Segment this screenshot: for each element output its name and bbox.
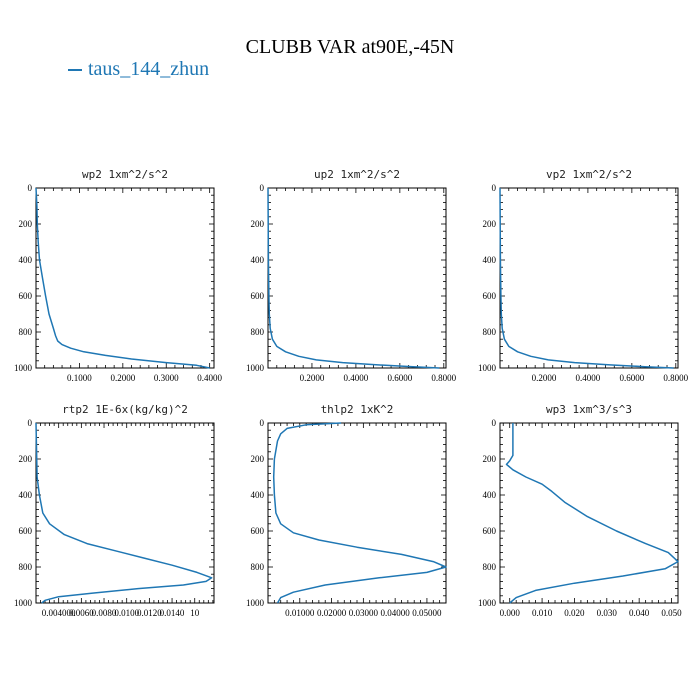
y-tick-label: 600 (483, 526, 497, 536)
x-tick-label: 0.4000 (197, 373, 222, 383)
y-tick-label: 0 (492, 418, 497, 428)
y-tick-label: 600 (19, 291, 33, 301)
series-line (35, 187, 210, 369)
y-tick-label: 0 (260, 183, 265, 193)
x-tick-label: 0.0120 (137, 608, 162, 618)
y-tick-label: 1000 (246, 363, 265, 373)
series-line (505, 423, 679, 604)
x-tick-label: 0.4000 (344, 373, 369, 383)
y-tick-label: 600 (251, 291, 265, 301)
x-tick-label: 0.000 (500, 608, 521, 618)
y-tick-label: 400 (483, 490, 497, 500)
series-line (35, 422, 213, 604)
x-tick-label: 0.8000 (431, 373, 456, 383)
plot-frame (499, 187, 679, 369)
y-tick-label: 200 (19, 219, 33, 229)
y-tick-label: 200 (251, 454, 265, 464)
y-tick-label: 600 (251, 526, 265, 536)
plot-frame (499, 422, 679, 604)
series-line (272, 422, 447, 604)
subplot-title: thlp2 1xK^2 (321, 403, 394, 416)
y-tick-label: 400 (251, 255, 265, 265)
y-tick-label: 400 (251, 490, 265, 500)
x-tick-label: 0.0140 (160, 608, 185, 618)
y-tick-label: 800 (483, 327, 497, 337)
subplot-title: wp3 1xm^3/s^3 (546, 403, 632, 416)
x-tick-label: 0.3000 (154, 373, 179, 383)
x-tick-label: 0.2000 (532, 373, 557, 383)
x-tick-label: 0.030 (597, 608, 618, 618)
x-tick-label: 0.02000 (317, 608, 347, 618)
y-tick-label: 0 (28, 183, 33, 193)
x-tick-label: 0.6000 (387, 373, 412, 383)
y-tick-label: 400 (19, 255, 33, 265)
plot-frame (267, 422, 447, 604)
x-tick-label: 0.2000 (300, 373, 325, 383)
x-tick-label: 0.03000 (349, 608, 379, 618)
series-line (267, 187, 440, 369)
x-tick-label: 10 (190, 608, 200, 618)
y-tick-label: 800 (251, 327, 265, 337)
legend-label: taus_144_zhun (88, 58, 210, 80)
x-tick-label: 0.6000 (619, 373, 644, 383)
y-tick-label: 1000 (478, 598, 497, 608)
y-tick-label: 800 (251, 562, 265, 572)
subplot-title: rtp2 1E-6x(kg/kg)^2 (62, 403, 188, 416)
y-tick-label: 800 (19, 562, 33, 572)
y-tick-label: 0 (492, 183, 497, 193)
y-tick-label: 200 (19, 454, 33, 464)
y-tick-label: 0 (260, 418, 265, 428)
y-tick-label: 800 (483, 562, 497, 572)
x-tick-label: 0.0100 (114, 608, 139, 618)
y-tick-label: 600 (483, 291, 497, 301)
y-tick-label: 0 (28, 418, 33, 428)
y-tick-label: 200 (251, 219, 265, 229)
plot-frame (35, 422, 215, 604)
plot-frame (35, 187, 215, 369)
x-tick-label: 0.4000 (576, 373, 601, 383)
legend-line-swatch (68, 69, 82, 72)
subplot-title: up2 1xm^2/s^2 (314, 168, 400, 181)
y-tick-label: 1000 (246, 598, 265, 608)
subplot-title: wp2 1xm^2/s^2 (82, 168, 168, 181)
y-tick-label: 200 (483, 219, 497, 229)
subplot-title: vp2 1xm^2/s^2 (546, 168, 632, 181)
series-line (499, 187, 674, 369)
x-tick-label: 0.1000 (67, 373, 92, 383)
y-tick-label: 800 (19, 327, 33, 337)
x-tick-label: 0.2000 (110, 373, 135, 383)
plot-frame (267, 187, 447, 369)
x-tick-label: 0.050 (661, 608, 682, 618)
figure-title: CLUBB VAR at90E,-45N (245, 36, 455, 58)
x-tick-label: 0.01000 (285, 608, 315, 618)
x-tick-label: 0.04000 (381, 608, 411, 618)
legend: taus_144_zhun (68, 58, 209, 81)
y-tick-label: 400 (19, 490, 33, 500)
y-tick-label: 1000 (14, 598, 33, 608)
y-tick-label: 1000 (478, 363, 497, 373)
x-tick-label: 0.05000 (412, 608, 442, 618)
y-tick-label: 600 (19, 526, 33, 536)
x-tick-label: 0.0080 (92, 608, 117, 618)
y-tick-label: 1000 (14, 363, 33, 373)
x-tick-label: 0.020 (564, 608, 585, 618)
x-tick-label: 0.8000 (663, 373, 688, 383)
x-tick-label: 0.010 (532, 608, 553, 618)
x-tick-label: 0.0060 (69, 608, 94, 618)
x-tick-label: 0.004000 (42, 608, 76, 618)
y-tick-label: 400 (483, 255, 497, 265)
x-tick-label: 0.040 (629, 608, 650, 618)
y-tick-label: 200 (483, 454, 497, 464)
